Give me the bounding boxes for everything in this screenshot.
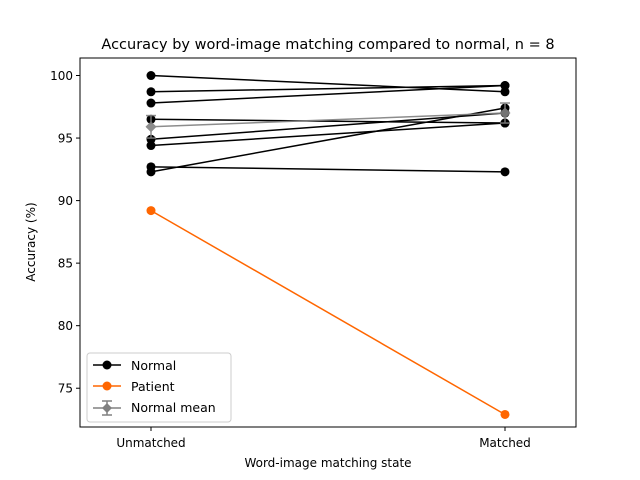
- y-tick-label: 90: [58, 194, 73, 208]
- normal-mean-line: [150, 112, 506, 128]
- x-axis: Unmatched Matched: [116, 427, 531, 450]
- legend-label-patient: Patient: [131, 379, 175, 394]
- legend-label-normal-mean: Normal mean: [131, 400, 216, 415]
- normal-mean-series: [145, 102, 511, 139]
- patient-series-point: [500, 409, 510, 419]
- legend-marker-normal-mean: [102, 403, 112, 413]
- legend-box: [86, 352, 232, 423]
- y-tick-label: 100: [50, 69, 73, 83]
- plot-frame: [79, 57, 577, 428]
- normal-series-point: [500, 167, 510, 177]
- normal-series-point: [500, 81, 510, 91]
- normal-series-point: [146, 87, 156, 97]
- normal-series-point: [146, 141, 156, 151]
- normal-mean-point: [499, 107, 511, 119]
- y-tick-label: 75: [58, 382, 73, 396]
- legend: Normal Patient Normal mean: [86, 352, 232, 423]
- normal-series-point: [146, 167, 156, 177]
- normal-series-line: [150, 84, 506, 93]
- normal-series-point: [500, 87, 510, 97]
- x-axis-label: Word-image matching state: [244, 456, 411, 470]
- normal-series-line: [150, 118, 506, 124]
- patient-series-point: [146, 206, 156, 216]
- normal-series-line: [150, 122, 506, 147]
- patient-series: [146, 206, 510, 419]
- normal-series-point: [146, 71, 156, 81]
- normal-series-line: [150, 84, 506, 104]
- x-tick-label: Matched: [479, 436, 531, 450]
- y-tick-label: 85: [58, 257, 73, 271]
- y-axis-label: Accuracy (%): [24, 202, 38, 281]
- series-layer: [145, 71, 511, 419]
- legend-entry-normal-mean: Normal mean: [93, 400, 216, 416]
- normal-series: [146, 81, 510, 108]
- chart-title: Accuracy by word-image matching compared…: [101, 37, 554, 53]
- y-tick-label: 80: [58, 319, 73, 333]
- legend-marker-normal: [102, 360, 112, 370]
- normal-series-line: [150, 107, 506, 173]
- y-axis: 75 80 85 90 95 100: [50, 69, 80, 396]
- y-tick-label: 95: [58, 132, 73, 146]
- normal-series-line: [150, 112, 506, 141]
- normal-series-line: [150, 166, 506, 173]
- legend-marker-patient: [102, 381, 112, 391]
- legend-entry-patient: Patient: [93, 379, 175, 394]
- legend-label-normal: Normal: [131, 358, 176, 373]
- normal-mean-point: [145, 121, 157, 133]
- x-tick-label: Unmatched: [116, 436, 185, 450]
- normal-series-point: [146, 98, 156, 108]
- normal-series-point: [146, 134, 156, 144]
- legend-entry-normal: Normal: [93, 358, 176, 373]
- patient-series-line: [150, 209, 506, 416]
